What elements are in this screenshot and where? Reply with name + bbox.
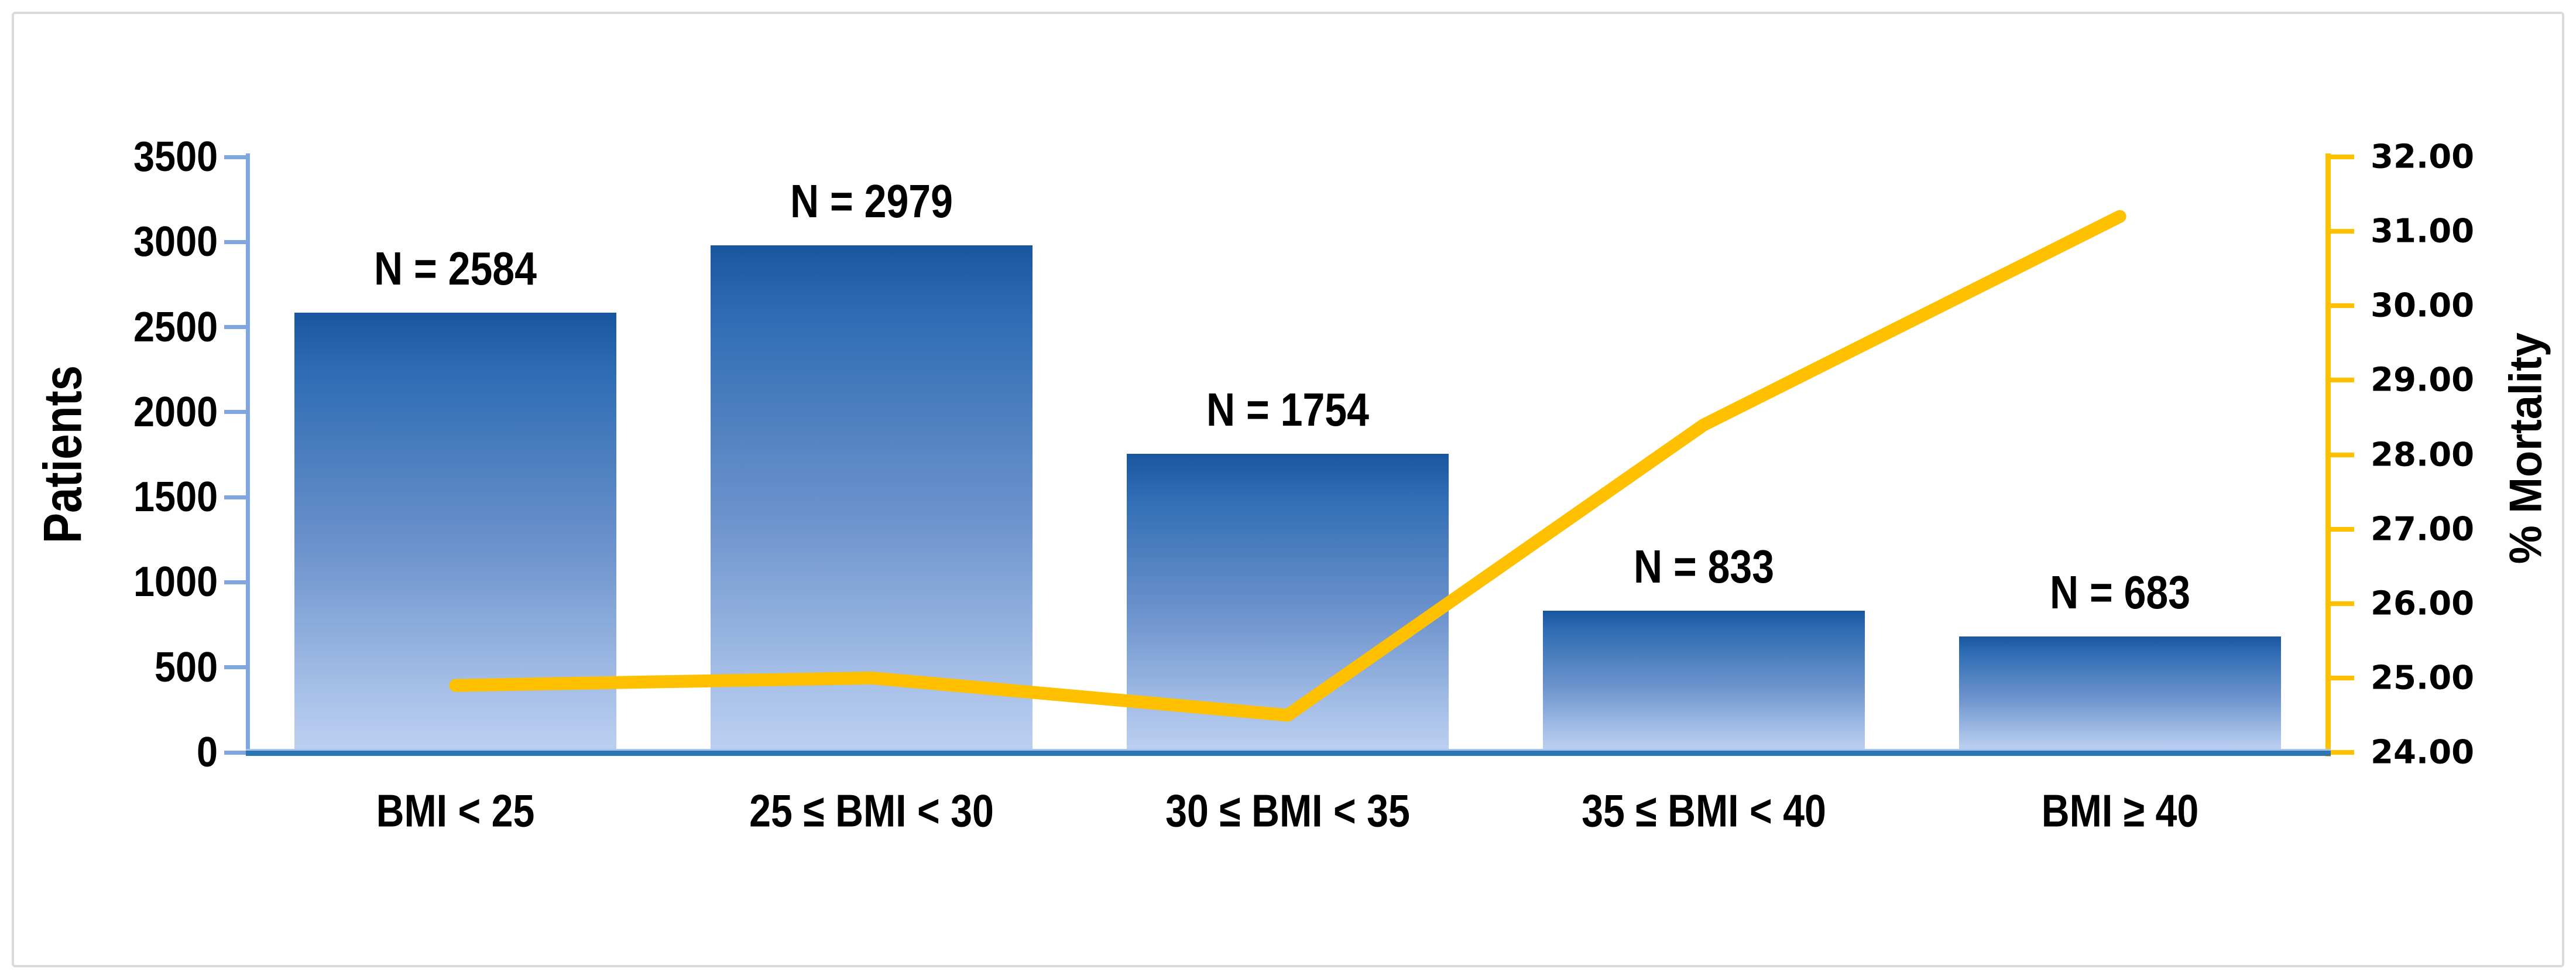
right-axis-tick [2328, 526, 2354, 532]
right-axis-tick [2328, 155, 2354, 159]
bar-value-label: N = 1754 [1192, 383, 1384, 437]
left-axis-tick-label-text: 2000 [133, 388, 218, 436]
left-axis-tick-label: 1000 [124, 558, 218, 606]
right-axis-tick [2328, 452, 2354, 457]
bar-value-label: N = 2584 [360, 242, 551, 296]
left-axis-tick-label-text: 3000 [133, 218, 218, 266]
left-axis-tick-label-text: 1500 [133, 474, 218, 521]
right-axis-tick-label: 29.00 [2371, 361, 2475, 399]
left-axis-tick [224, 580, 248, 584]
left-axis-tick-label: 3000 [124, 218, 218, 266]
category-label: 25 ≤ BMI < 30 [728, 785, 1016, 838]
left-axis-tick [224, 325, 248, 330]
left-axis-tick-label-text: 1000 [133, 559, 218, 606]
bar-value-label-text: N = 833 [1633, 540, 1774, 593]
bar-value-label: N = 833 [1621, 540, 1786, 594]
right-axis-tick [2328, 601, 2354, 606]
left-axis-tick-label-text: 0 [196, 729, 218, 776]
right-axis-tick [2328, 750, 2354, 755]
left-axis-tick-label: 0 [194, 728, 218, 776]
category-label: BMI ≥ 40 [2028, 785, 2213, 838]
left-axis-tick [224, 239, 248, 244]
category-label-text: BMI ≥ 40 [2041, 785, 2198, 837]
right-axis-tick-label: 26.00 [2371, 584, 2475, 623]
category-label-text: 30 ≤ BMI < 35 [1165, 785, 1410, 837]
right-axis-tick-label: 30.00 [2371, 286, 2475, 325]
category-label-text: BMI < 25 [376, 785, 535, 837]
right-axis-tick-label: 31.00 [2371, 212, 2475, 251]
left-axis-tick [224, 495, 248, 499]
bar-value-label-text: N = 1754 [1206, 384, 1369, 436]
bar-value-label-text: N = 683 [2049, 566, 2190, 618]
left-axis-tick-label: 2000 [124, 388, 218, 436]
right-axis-tick [2328, 303, 2354, 309]
left-axis-tick-label-text: 500 [154, 643, 218, 691]
left-axis-line [246, 153, 250, 752]
left-axis-tick [224, 750, 248, 755]
bar-value-label: N = 2979 [776, 174, 968, 228]
left-axis-tick [224, 665, 248, 670]
left-axis-tick-label: 500 [148, 643, 218, 692]
right-axis-tick-label: 28.00 [2371, 436, 2475, 474]
right-axis-tick-label: 27.00 [2371, 510, 2475, 549]
category-label: BMI < 25 [362, 785, 549, 838]
right-axis-tick-label: 24.00 [2371, 733, 2475, 772]
baseline-axis [246, 749, 2331, 756]
left-axis-tick-label: 2500 [124, 303, 218, 351]
left-axis-tick-label: 1500 [124, 473, 218, 521]
category-label: 35 ≤ BMI < 40 [1560, 785, 1848, 838]
left-axis-tick [224, 410, 248, 415]
bar-value-label-text: N = 2979 [790, 175, 953, 228]
left-axis-tick-label: 3500 [124, 133, 218, 181]
right-axis-tick-label: 25.00 [2371, 659, 2475, 697]
bar-value-label: N = 683 [2037, 566, 2202, 619]
right-axis-tick [2328, 675, 2354, 680]
right-axis-tick [2328, 378, 2354, 383]
left-axis-tick-label-text: 2500 [133, 303, 218, 351]
category-label-text: 25 ≤ BMI < 30 [749, 785, 994, 837]
left-axis-tick-label-text: 3500 [133, 134, 218, 180]
right-axis-tick [2328, 229, 2354, 234]
right-axis-tick-label: 32.00 [2371, 138, 2475, 176]
category-label-text: 35 ≤ BMI < 40 [1581, 785, 1826, 837]
left-axis-tick [224, 155, 248, 159]
bar-value-label-text: N = 2584 [374, 242, 537, 295]
category-label: 30 ≤ BMI < 35 [1144, 785, 1432, 838]
